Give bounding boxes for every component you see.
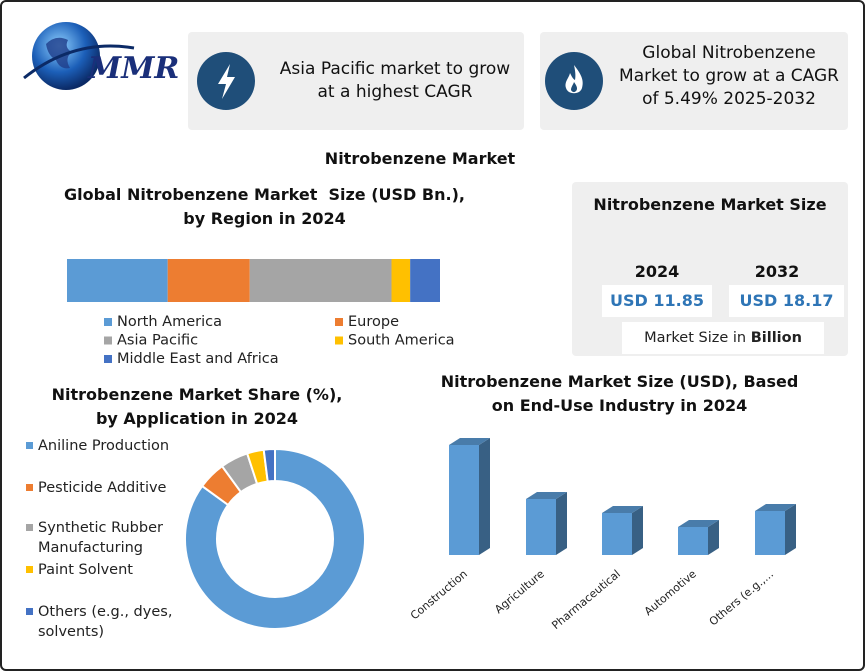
legend-label: Paint Solvent	[38, 562, 133, 578]
legend-swatch	[335, 318, 343, 326]
bar	[602, 506, 643, 555]
footer: Market Size in Billion	[622, 322, 824, 354]
footer-unit: Billion	[750, 330, 802, 346]
x-tick-label: Pharmaceutical	[549, 567, 623, 632]
card: Global Nitrobenzene Market to grow at a …	[540, 32, 848, 130]
value: USD 11.85	[602, 285, 712, 317]
chart-title: Nitrobenzene Market Share (%), by Applic…	[51, 385, 348, 428]
bar-top	[678, 520, 719, 527]
bar-side	[708, 520, 719, 555]
bar-segment	[410, 259, 440, 302]
bar-side	[632, 506, 643, 555]
bar	[449, 438, 490, 555]
bar-side	[479, 438, 490, 555]
bar-side	[785, 504, 796, 555]
legend-label: Pesticide Additive	[38, 480, 167, 496]
panel-title: Nitrobenzene Market Size	[593, 195, 827, 214]
bar-segment	[67, 259, 168, 302]
bar-top	[526, 492, 567, 499]
legend-label: Europe	[348, 314, 399, 330]
legend-label: North America	[117, 314, 222, 330]
legend-swatch	[104, 318, 112, 326]
flame-icon	[545, 52, 603, 110]
donut-slice	[184, 447, 366, 630]
legend-swatch	[26, 442, 33, 449]
x-tick-label: Agriculture	[492, 567, 547, 616]
legend-swatch	[26, 608, 33, 615]
bar-top	[449, 438, 490, 445]
logo-text: MMR	[87, 51, 179, 86]
legend-swatch	[104, 355, 112, 363]
bar-front	[602, 513, 632, 555]
card-text: Asia Pacific market to grow at a highest…	[279, 59, 511, 102]
legend-label: Asia Pacific	[117, 333, 198, 349]
value: USD 18.17	[729, 285, 844, 317]
x-tick-label: Automotive	[642, 567, 699, 618]
card: Asia Pacific market to grow at a highest…	[188, 32, 524, 130]
legend-swatch	[335, 336, 343, 345]
page-title: Nitrobenzene Market	[324, 149, 516, 168]
bar-segment	[167, 259, 250, 302]
bolt-icon	[197, 52, 255, 110]
bar-front	[526, 499, 556, 555]
legend-label: Middle East and Africa	[117, 351, 279, 367]
bar	[755, 504, 796, 555]
year: 2024	[634, 262, 680, 281]
legend-label: Synthetic Rubber Manufacturing	[38, 520, 163, 556]
footer-text: Market Size in	[644, 330, 747, 346]
donut-slice	[262, 447, 276, 483]
bar-front	[449, 445, 479, 555]
bar-front	[755, 511, 785, 555]
legend-swatch	[26, 566, 33, 573]
chart-title: Global Nitrobenzene Market Size (USD Bn.…	[64, 185, 471, 228]
legend-swatch	[26, 524, 33, 531]
x-tick-label: Others (e.g.,...	[707, 567, 776, 628]
year: 2032	[754, 262, 800, 281]
bar-front	[678, 527, 708, 555]
legend-label: Others (e.g., dyes, solvents)	[38, 604, 173, 640]
bar	[678, 520, 719, 555]
logo: MMR	[23, 22, 179, 90]
bar-top	[755, 504, 796, 511]
legend-label: South America	[348, 333, 455, 349]
market-size-panel: Nitrobenzene Market Size 2024 2032 USD 1…	[572, 182, 848, 356]
bar-segment	[391, 259, 411, 302]
legend-swatch	[104, 336, 112, 345]
legend-swatch	[26, 484, 33, 491]
card-text: Global Nitrobenzene Market to grow at a …	[619, 43, 839, 109]
legend-label: Aniline Production	[38, 438, 170, 454]
chart-title: Nitrobenzene Market Size (USD), Based on…	[440, 372, 804, 415]
bar	[526, 492, 567, 555]
bar-segment	[249, 259, 392, 302]
bar-top	[602, 506, 643, 513]
x-tick-label: Construction	[408, 567, 470, 622]
bar-side	[556, 492, 567, 555]
